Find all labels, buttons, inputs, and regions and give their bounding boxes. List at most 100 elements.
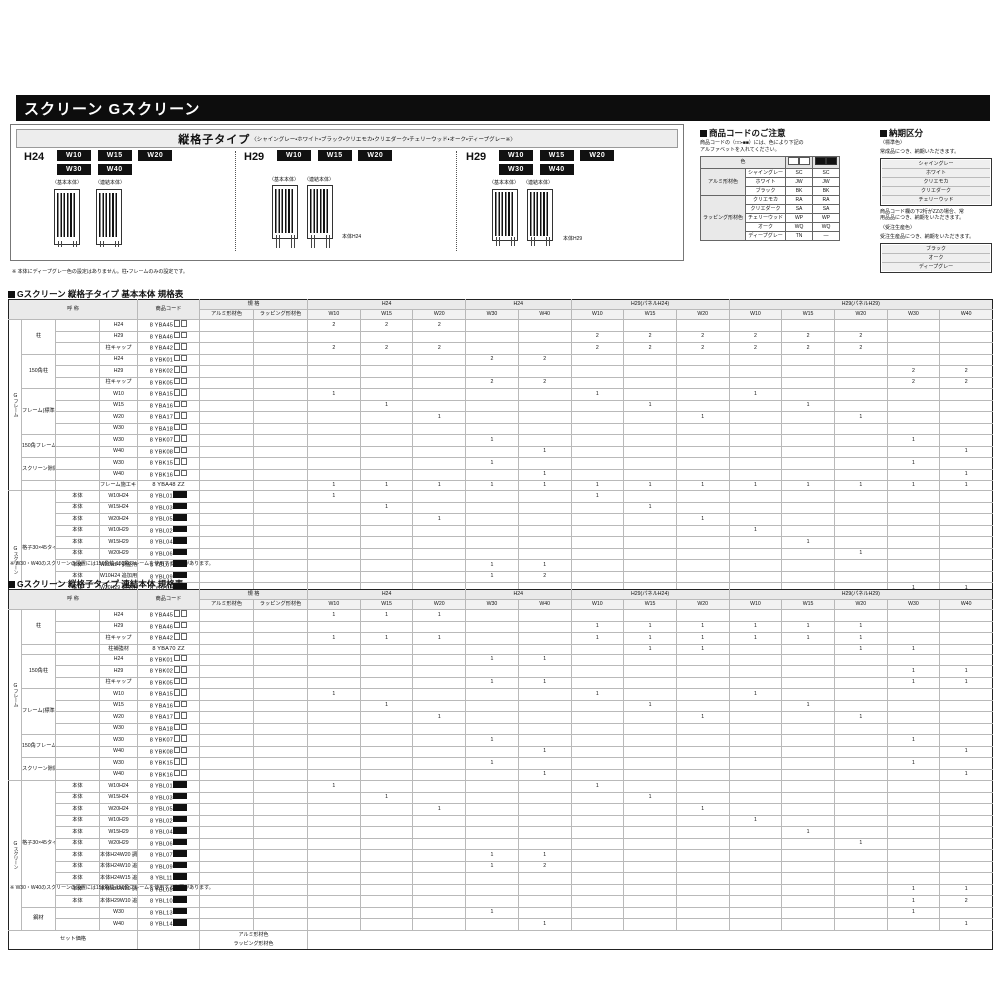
row-name: W40 bbox=[98, 918, 139, 931]
row-name: H24 bbox=[98, 609, 139, 622]
header-size-col: W20 bbox=[675, 599, 730, 610]
qty-cell bbox=[359, 895, 414, 908]
row-name: 本体H24W15 追加用 bbox=[98, 872, 139, 885]
spec-wrap-cell bbox=[253, 468, 309, 481]
color-code-white: TN bbox=[785, 230, 814, 241]
spec-wrap-cell bbox=[253, 676, 309, 689]
qty-cell bbox=[623, 411, 677, 424]
qty-cell bbox=[623, 665, 677, 678]
qty-cell bbox=[307, 536, 361, 549]
qty-cell: 1 bbox=[465, 480, 519, 491]
qty-cell bbox=[465, 513, 519, 526]
qty-cell bbox=[359, 757, 414, 770]
table-row: W15 8 YBA16 1 1 1 bbox=[9, 399, 994, 412]
qty-cell bbox=[307, 411, 361, 424]
color-code-box-icon bbox=[173, 400, 181, 407]
row-category: 150角フレーム bbox=[21, 434, 56, 458]
row-name: W15H29 bbox=[98, 536, 139, 549]
screen-drawing-basic bbox=[272, 185, 298, 248]
divider-1 bbox=[235, 151, 236, 251]
qty-cell bbox=[465, 632, 519, 645]
qty-cell bbox=[833, 860, 888, 873]
qty-cell: 2 bbox=[517, 376, 572, 389]
color-name: シャイングレー bbox=[745, 167, 787, 178]
qty-cell bbox=[886, 330, 941, 343]
qty-cell bbox=[359, 849, 414, 862]
qty-cell bbox=[412, 918, 467, 931]
qty-cell bbox=[412, 722, 467, 735]
qty-cell: 1 bbox=[307, 609, 361, 622]
qty-cell: 2 bbox=[465, 353, 519, 366]
color-code-box-icon bbox=[173, 514, 180, 521]
color-code-box-icon bbox=[173, 712, 181, 719]
header-name: 呼 称 bbox=[7, 299, 139, 320]
qty-cell: 1 bbox=[412, 609, 467, 622]
color-code-box-icon bbox=[173, 666, 181, 673]
qty-cell bbox=[359, 860, 414, 873]
qty-cell bbox=[412, 699, 467, 712]
color-code-box-icon bbox=[173, 861, 180, 868]
spec-alu-cell bbox=[199, 632, 255, 645]
qty-cell bbox=[570, 791, 625, 804]
qty-cell bbox=[517, 399, 572, 412]
qty-cell bbox=[781, 768, 835, 781]
qty-cell bbox=[781, 745, 835, 758]
qty-cell bbox=[675, 524, 730, 537]
qty-cell: 1 bbox=[623, 643, 677, 655]
qty-cell bbox=[939, 711, 994, 724]
color-code-box-icon bbox=[173, 884, 180, 891]
color-code-box-icon bbox=[180, 343, 188, 350]
color-code-box-icon bbox=[180, 919, 187, 926]
spec-alu-cell bbox=[199, 501, 255, 514]
qty-cell bbox=[675, 457, 730, 470]
qty-cell bbox=[307, 906, 361, 919]
row-name: W10H29 bbox=[98, 814, 139, 827]
qty-cell bbox=[939, 734, 994, 747]
color-code-box-icon bbox=[180, 907, 187, 914]
spec-alu-cell bbox=[199, 849, 255, 862]
qty-cell bbox=[465, 711, 519, 724]
color-code-box-icon bbox=[173, 907, 180, 914]
row-subcategory bbox=[55, 468, 100, 481]
color-code-box-icon bbox=[173, 320, 181, 327]
group-height-label: H29 bbox=[466, 151, 487, 163]
color-code-box-icon bbox=[180, 514, 187, 521]
spec-alu-cell bbox=[199, 688, 255, 701]
qty-cell: 1 bbox=[570, 388, 625, 401]
color-code-box-icon bbox=[173, 621, 181, 628]
qty-cell bbox=[939, 411, 994, 424]
qty-cell: 1 bbox=[465, 860, 519, 873]
row-product-code: 8 YBA45 bbox=[137, 609, 201, 622]
qty-cell bbox=[675, 780, 730, 793]
qty-cell bbox=[939, 653, 994, 666]
header-size-col: W40 bbox=[517, 599, 572, 610]
qty-cell bbox=[307, 676, 361, 689]
color-code-box-icon bbox=[173, 838, 180, 845]
section-side-label: Gフレーム bbox=[8, 609, 22, 781]
standard-desc: 常成品につき、納期いただきます。 bbox=[880, 148, 960, 155]
row-name: H29 bbox=[98, 620, 139, 633]
row-subcategory bbox=[55, 457, 100, 470]
qty-cell bbox=[833, 445, 888, 458]
qty-cell bbox=[359, 490, 414, 503]
screen-drawing-basic bbox=[492, 189, 518, 247]
row-product-code: 8 YBK16 bbox=[137, 768, 201, 781]
qty-cell: 1 bbox=[939, 480, 994, 491]
qty-cell bbox=[517, 826, 572, 839]
qty-cell bbox=[517, 837, 572, 850]
table-row: H29 8 YBK02 1 1 bbox=[9, 665, 994, 678]
spec-alu-cell bbox=[199, 480, 255, 491]
qty-cell bbox=[465, 330, 519, 343]
header-size-col: W20 bbox=[833, 309, 888, 320]
row-subcategory: 本体 bbox=[55, 780, 100, 793]
qty-cell bbox=[623, 849, 677, 862]
qty-cell bbox=[781, 849, 835, 862]
qty-cell bbox=[728, 353, 783, 366]
qty-cell bbox=[623, 468, 677, 481]
qty-cell bbox=[939, 688, 994, 701]
qty-cell bbox=[833, 457, 888, 470]
qty-cell: 1 bbox=[675, 643, 730, 655]
qty-cell bbox=[886, 559, 941, 572]
table-row: W40 8 YBK08 1 1 bbox=[9, 445, 994, 458]
